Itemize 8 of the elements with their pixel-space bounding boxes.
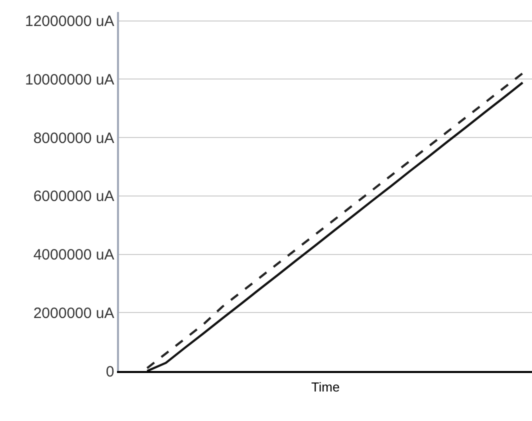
y-tick-label: 0: [106, 363, 114, 380]
y-tick-label: 10000000 uA: [24, 71, 114, 88]
y-tick-label: 6000000 uA: [33, 188, 114, 206]
y-tick-label: 2000000 uA: [33, 304, 114, 322]
x-axis-title: Time: [311, 379, 340, 394]
y-tick-label: 4000000 uA: [33, 246, 114, 264]
y-tick-label: 12000000 uA: [24, 13, 114, 30]
y-tick-label: 8000000 uA: [33, 130, 114, 147]
